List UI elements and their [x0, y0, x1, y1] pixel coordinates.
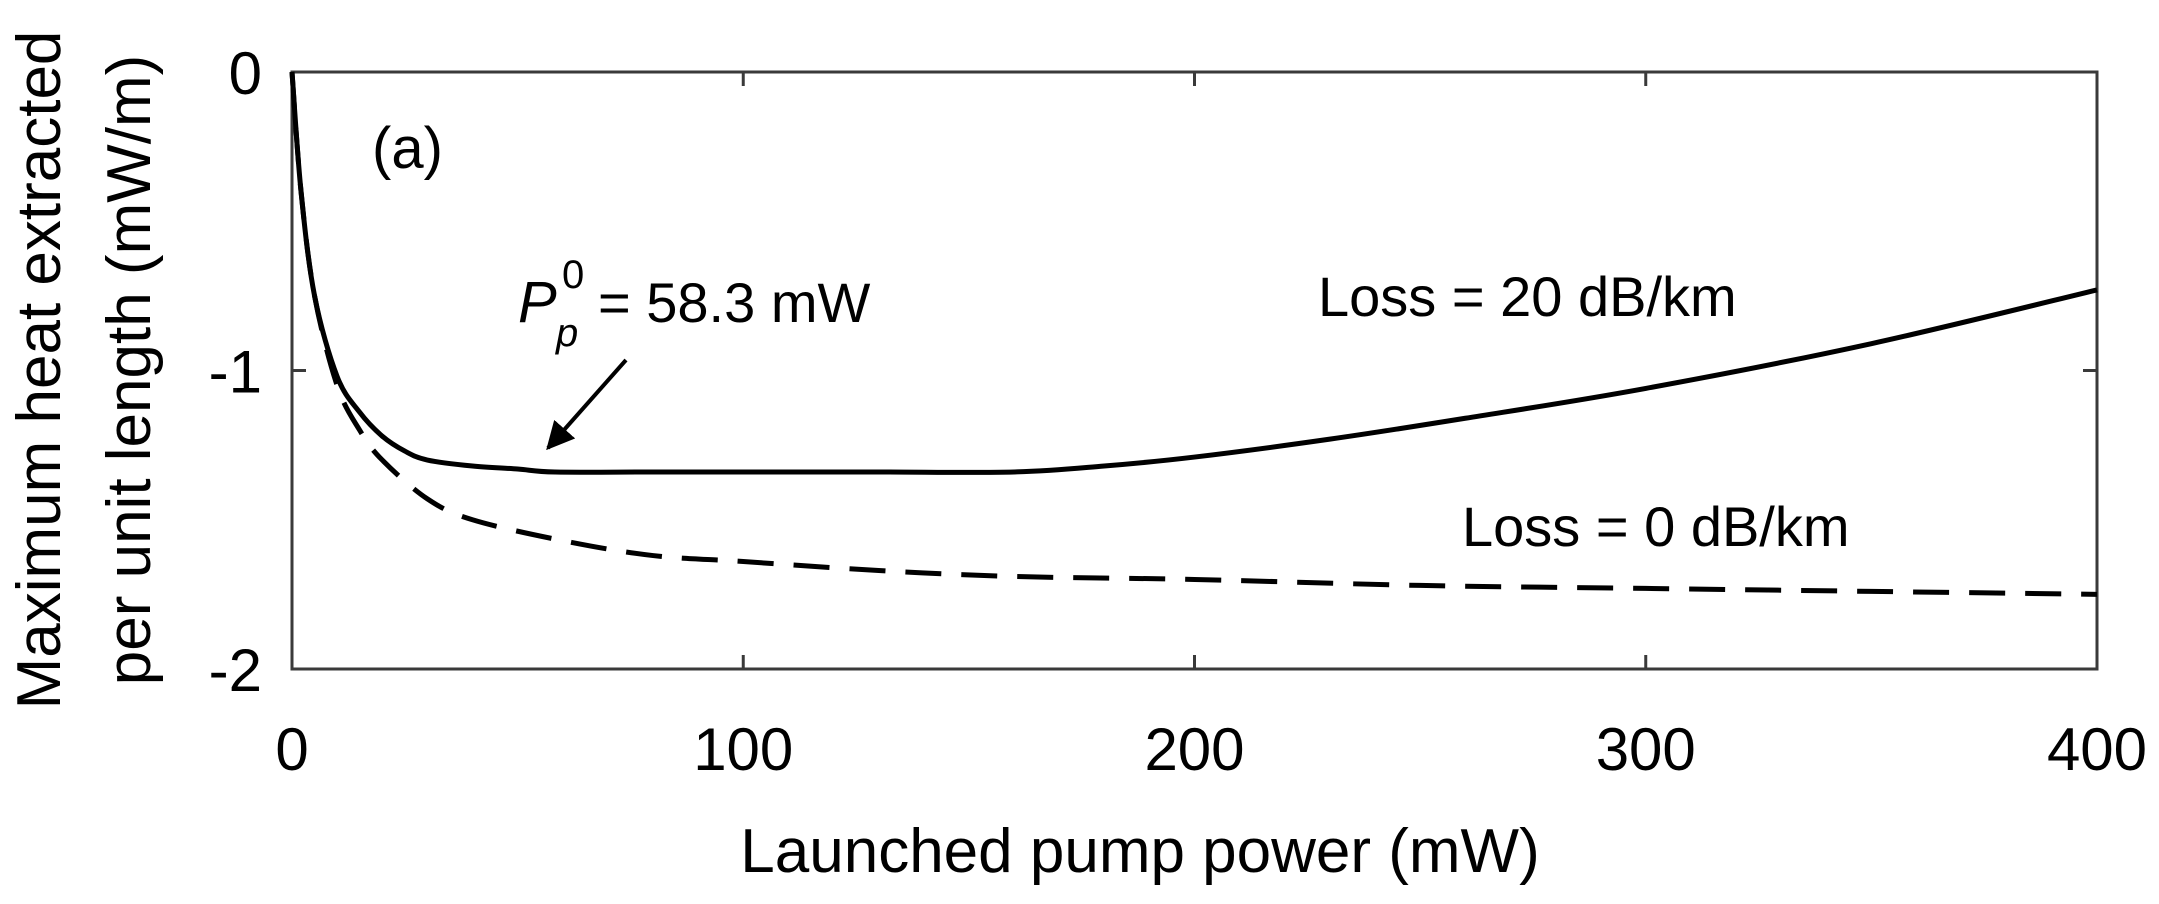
- annotation-text: = 58.3 mW: [598, 271, 870, 334]
- annotation-arrow: [546, 358, 628, 451]
- series-layer: [289, 71, 2098, 597]
- x-tick-label: 0: [275, 716, 308, 783]
- y-axis-label-line-1: Maximum heat extracted: [5, 31, 74, 710]
- series-label-loss-20: Loss = 20 dB/km: [1318, 265, 1737, 328]
- annotation-pump-threshold: P p 0 = 58.3 mW: [518, 253, 870, 451]
- annotation-subscript: p: [555, 311, 578, 355]
- x-tick-label: 300: [1596, 716, 1696, 783]
- y-tick-label: -2: [209, 637, 262, 704]
- series-line-loss-20: [289, 71, 2098, 475]
- annotation-superscript: 0: [562, 253, 584, 297]
- x-tick-label: 400: [2047, 716, 2147, 783]
- series-line-loss-0: [289, 71, 2098, 597]
- y-tick-label: -1: [209, 339, 262, 406]
- x-tick-label: 200: [1144, 716, 1244, 783]
- y-tick-label: 0: [229, 40, 262, 107]
- x-tick-label: 100: [693, 716, 793, 783]
- series-label-loss-0: Loss = 0 dB/km: [1462, 495, 1850, 558]
- y-axis-label-line-2: per unit length (mW/m): [95, 55, 164, 686]
- panel-label: (a): [372, 116, 443, 181]
- annotation-symbol: P: [518, 270, 557, 335]
- x-axis-label: Launched pump power (mW): [740, 817, 1539, 886]
- axis-ticks: 0 100 200 300 400 0 -1 -2: [209, 40, 2147, 783]
